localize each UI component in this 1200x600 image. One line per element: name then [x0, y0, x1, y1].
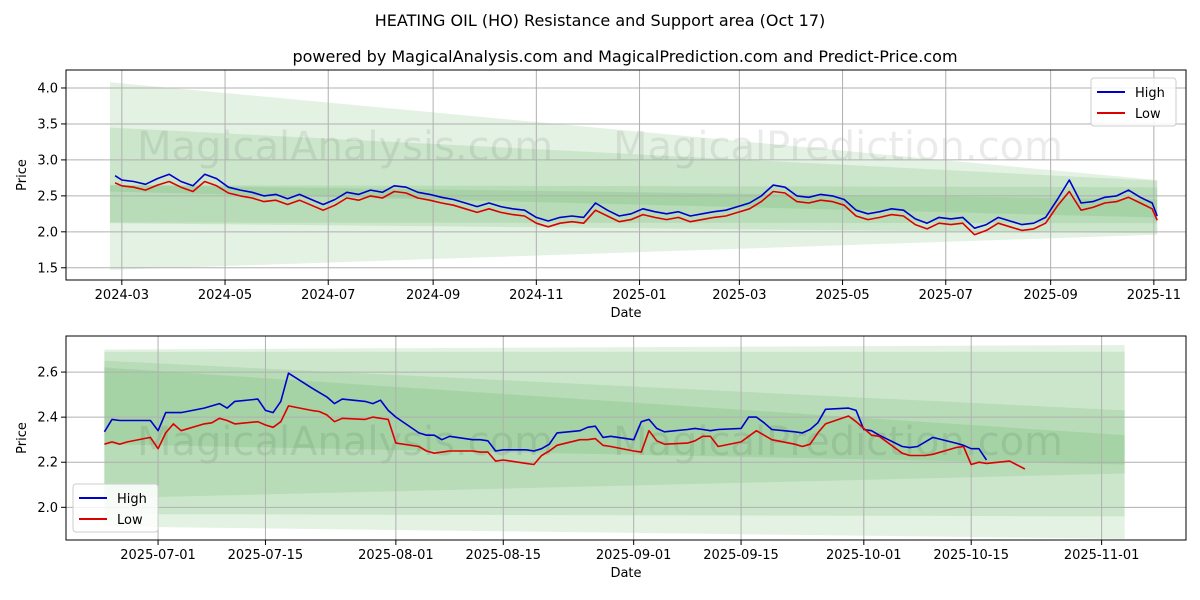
series-line-high [114, 173, 1158, 229]
legend: High Low [72, 483, 159, 533]
y-tick-label: 4.0 [37, 81, 58, 96]
chart-subtitle: powered by MagicalAnalysis.com and Magic… [292, 47, 957, 66]
y-tick-label: 2.0 [37, 225, 58, 240]
y-tick-label: 1.5 [37, 261, 58, 276]
y-axis-label: Price [15, 422, 30, 454]
y-axis-label: Price [15, 159, 30, 191]
y-tick-label: 3.0 [37, 153, 58, 168]
x-tick-label: 2025-09-01 [596, 548, 672, 563]
y-tick-label: 2.0 [37, 501, 58, 516]
x-tick-label: 2025-07 [919, 288, 973, 303]
support-resistance-band [104, 360, 1125, 499]
watermark-text: MagicalAnalysis.com [137, 124, 553, 170]
series-line-low [104, 405, 1026, 470]
legend-label-high: High [117, 492, 147, 507]
series-line-high [103, 372, 988, 461]
watermark-text: MagicalAnalysis.com [137, 419, 553, 465]
y-tick-label: 3.5 [37, 117, 58, 132]
x-tick-label: 2024-03 [95, 288, 149, 303]
x-axis-label: Date [610, 566, 641, 581]
x-tick-label: 2024-05 [198, 288, 252, 303]
x-tick-label: 2025-08-01 [358, 548, 434, 563]
support-resistance-band [104, 367, 1125, 465]
x-tick-label: 2025-01 [612, 288, 666, 303]
plot-area [66, 70, 1186, 280]
legend: High Low [1090, 77, 1177, 127]
watermark-text: MagicalPrediction.com [613, 124, 1063, 170]
x-axis-label: Date [610, 306, 641, 321]
x-tick-label: 2025-11 [1127, 288, 1181, 303]
bottom-panel: MagicalAnalysis.com MagicalPrediction.com… [15, 335, 1187, 581]
chart-title: HEATING OIL (HO) Resistance and Support … [375, 11, 825, 30]
support-resistance-band [109, 185, 1158, 224]
y-tick-label: 2.6 [37, 366, 58, 381]
legend-label-high: High [1135, 86, 1165, 101]
x-tick-label: 2025-10-15 [933, 548, 1009, 563]
x-tick-label: 2025-09 [1023, 288, 1077, 303]
axes-frame [65, 69, 1187, 281]
axes-frame [65, 335, 1187, 541]
top-panel: MagicalAnalysis.com MagicalPrediction.com… [15, 69, 1187, 321]
legend-label-low: Low [1135, 107, 1161, 122]
support-resistance-band [109, 82, 1158, 270]
legend-label-low: Low [117, 513, 143, 528]
x-tick-label: 2025-07-01 [120, 548, 196, 563]
x-tick-label: 2024-07 [301, 288, 355, 303]
x-tick-label: 2025-07-15 [228, 548, 304, 563]
x-tick-label: 2025-03 [712, 288, 766, 303]
support-resistance-band [104, 351, 1125, 517]
x-tick-label: 2025-11-01 [1064, 548, 1140, 563]
support-resistance-band [109, 127, 1158, 234]
y-tick-label: 2.5 [37, 189, 58, 204]
x-tick-label: 2025-10-01 [826, 548, 902, 563]
support-resistance-band [104, 345, 1125, 539]
y-tick-label: 2.2 [37, 456, 58, 471]
x-tick-label: 2025-09-15 [703, 548, 779, 563]
x-tick-label: 2024-09 [406, 288, 460, 303]
series-line-low [114, 180, 1158, 236]
x-tick-label: 2025-08-15 [465, 548, 541, 563]
y-tick-label: 2.4 [37, 411, 58, 426]
watermark-text: MagicalPrediction.com [613, 419, 1063, 465]
x-tick-label: 2025-05 [815, 288, 869, 303]
x-tick-label: 2024-11 [509, 288, 563, 303]
